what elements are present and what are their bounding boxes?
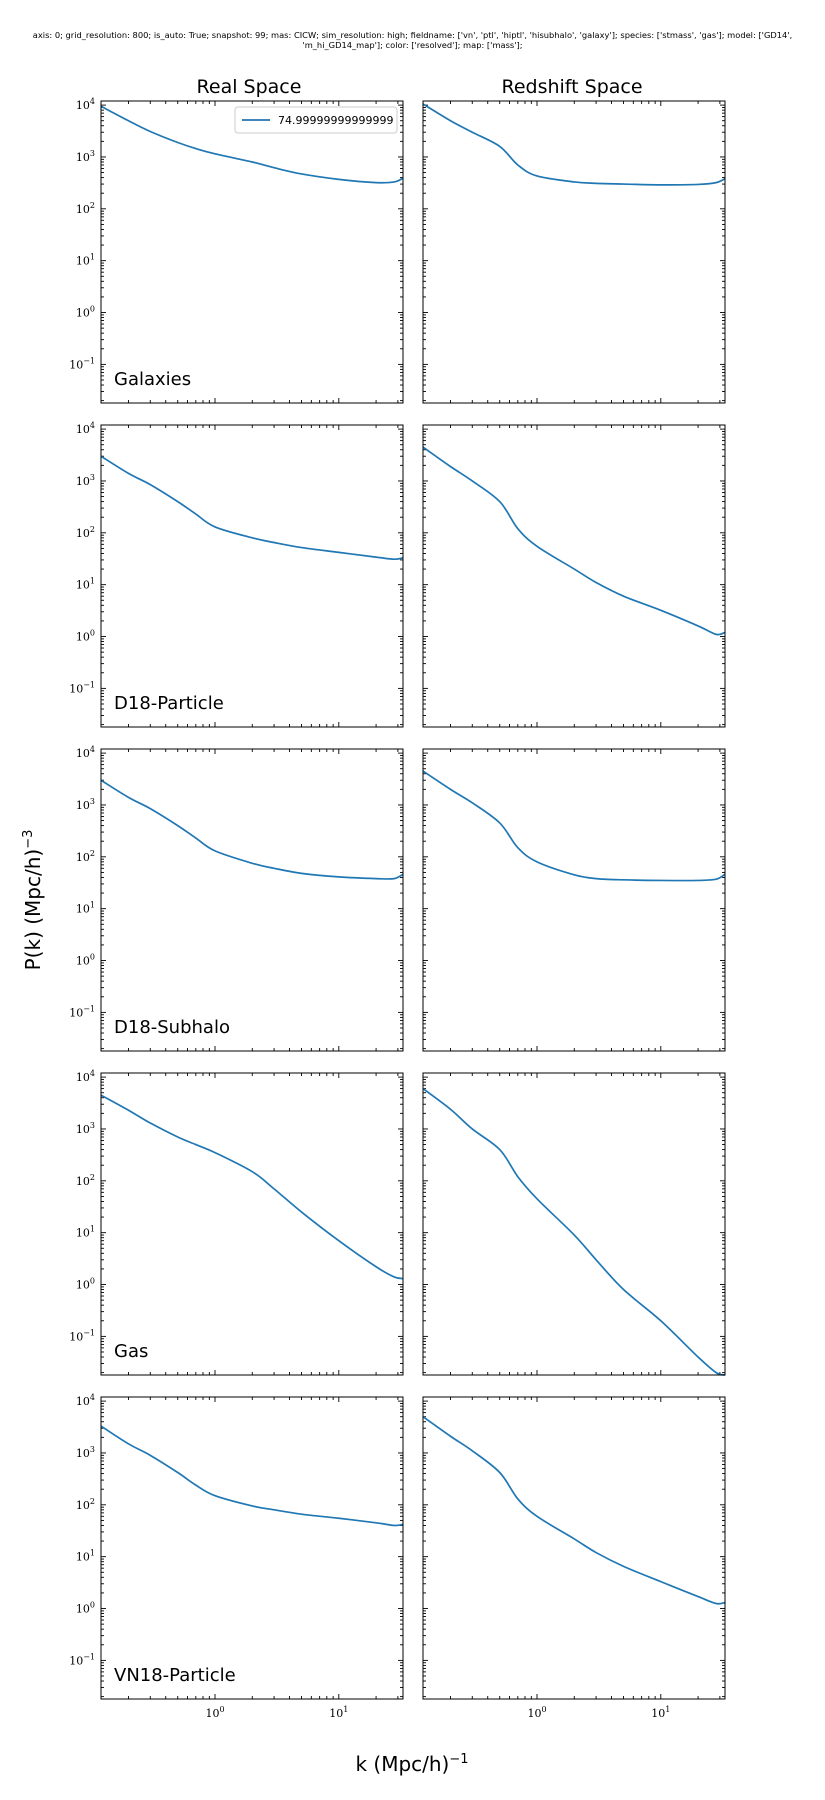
y-tick-label: 104 (76, 1393, 95, 1408)
row-label-galaxies: Galaxies (114, 369, 191, 390)
panel-gas-real-space: 10−1 100 101 102 103 104 Gas (69, 1069, 404, 1376)
row-label-gas: Gas (114, 1341, 148, 1362)
series-line (100, 1094, 404, 1280)
y-tick-label: 104 (76, 745, 95, 760)
axes-frame (100, 100, 404, 404)
y-tick-label: 104 (76, 97, 95, 112)
panel-galaxies-redshift-space (422, 100, 726, 404)
y-tick-label: 102 (76, 1173, 95, 1188)
series-line (422, 446, 726, 636)
panel-d18-particle-redshift-space (422, 424, 726, 728)
y-tick-label: 102 (76, 525, 95, 540)
axes-frame (100, 1072, 404, 1376)
y-tick-label: 103 (76, 1445, 95, 1460)
column-title-real-space: Real Space (197, 76, 302, 98)
series-line (422, 103, 726, 186)
header-metadata-line-2: 'm_hi_GD14_map']; color: ['resolved']; m… (302, 40, 523, 50)
y-tick-label: 100 (76, 305, 95, 320)
y-tick-label: 10−1 (69, 1004, 95, 1019)
panel-d18-subhalo-real-space: 10−1 100 101 102 103 104 D18-Subhalo (69, 745, 404, 1052)
x-tick-label: 100 (527, 1705, 546, 1720)
y-tick-label: 103 (76, 797, 95, 812)
axes-frame (422, 748, 726, 1052)
series-line (422, 770, 726, 882)
y-tick-label: 104 (76, 1069, 95, 1084)
series-line (422, 1416, 726, 1605)
y-tick-label: 100 (76, 629, 95, 644)
y-tick-label: 10−1 (69, 1652, 95, 1667)
y-tick-label: 103 (76, 149, 95, 164)
panel-galaxies-real-space: 10−1 100 101 102 103 104 Galaxies 74.9999999999… (69, 97, 404, 404)
axes-frame (422, 1072, 726, 1376)
legend-box (234, 106, 398, 134)
series-line (100, 1425, 404, 1527)
axes-frame (100, 748, 404, 1052)
row-label-d18-subhalo: D18-Subhalo (114, 1017, 230, 1038)
legend-label: 74.99999999999999 (278, 114, 393, 127)
y-tick-label: 100 (76, 953, 95, 968)
panel-d18-subhalo-redshift-space (422, 748, 726, 1052)
panel-gas-redshift-space (422, 1072, 726, 1376)
y-tick-label: 10−1 (69, 1328, 95, 1343)
series-line (100, 105, 404, 184)
y-tick-label: 103 (76, 1121, 95, 1136)
y-tick-label: 101 (76, 253, 95, 268)
x-axis-label: k (Mpc/h)−1 (355, 1752, 468, 1776)
panel-vn18-particle-real-space: 10−1 100 101 102 103 104 100 101 VN18-Particle (69, 1393, 404, 1720)
panel-d18-particle-real-space: 10−1 100 101 102 103 104 D18-Particle (69, 421, 404, 728)
series-line (422, 1087, 726, 1376)
y-tick-label: 104 (76, 421, 95, 436)
y-tick-label: 102 (76, 849, 95, 864)
y-tick-label: 100 (76, 1601, 95, 1616)
axes-frame (422, 100, 726, 404)
y-tick-label: 101 (76, 901, 95, 916)
y-axis-label: P(k) (Mpc/h)−3 (21, 830, 45, 971)
header-metadata-line-1: axis: 0; grid_resolution: 800; is_auto: … (32, 30, 793, 40)
panel-grid: 10−1 100 101 102 103 104 Galaxies 74.9999999999… (69, 97, 726, 1720)
column-title-redshift-space: Redshift Space (501, 76, 642, 98)
y-tick-label: 102 (76, 1497, 95, 1512)
x-tick-label: 101 (329, 1705, 348, 1720)
axes-frame (100, 424, 404, 728)
y-tick-label: 101 (76, 577, 95, 592)
axes-frame (422, 1396, 726, 1700)
y-tick-label: 100 (76, 1277, 95, 1292)
row-label-d18-particle: D18-Particle (114, 693, 224, 714)
y-tick-label: 102 (76, 201, 95, 216)
y-tick-label: 101 (76, 1225, 95, 1240)
axes-frame (422, 424, 726, 728)
x-tick-label: 101 (651, 1705, 670, 1720)
x-tick-label: 100 (205, 1705, 224, 1720)
row-label-vn18-particle: VN18-Particle (114, 1665, 236, 1686)
series-line (100, 779, 404, 880)
y-tick-label: 101 (76, 1549, 95, 1564)
y-tick-label: 10−1 (69, 680, 95, 695)
y-tick-label: 10−1 (69, 356, 95, 371)
legend: 74.99999999999999 (234, 106, 398, 134)
panel-vn18-particle-redshift-space: 100 101 (422, 1396, 726, 1720)
y-tick-label: 103 (76, 473, 95, 488)
series-line (100, 455, 404, 561)
axes-frame (100, 1396, 404, 1700)
